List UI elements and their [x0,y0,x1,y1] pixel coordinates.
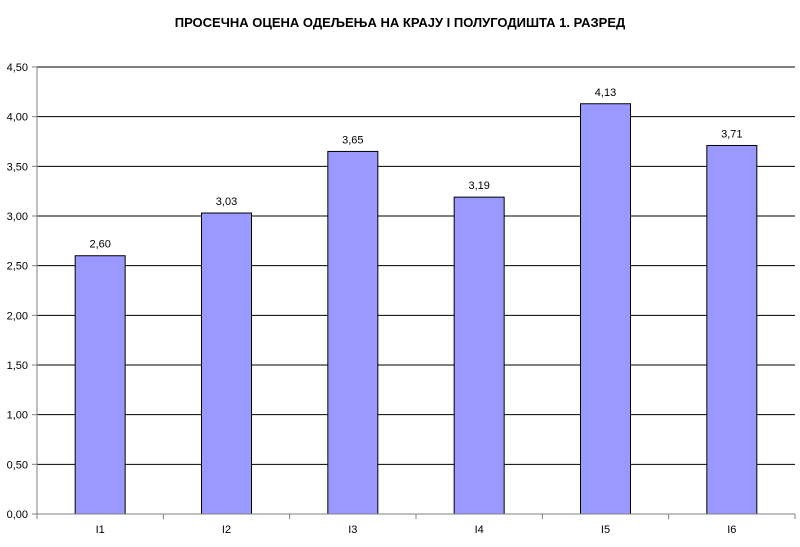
gridlines [37,66,795,465]
bar-i6 [706,144,758,515]
chart-title: ПРОСЕЧНА ОЦЕНА ОДЕЉЕЊА НА КРАЈУ I ПОЛУГО… [175,15,626,30]
y-tick-label: 0,50 [7,459,28,471]
y-tick-label: 2,00 [7,310,28,322]
x-tick-label-i5: I5 [601,524,610,536]
y-tick-label: 2,50 [7,261,28,273]
y-axis-ticks: 0,00 0,50 1,00 1,50 2,00 2,50 3,00 3,50 4,00 4,50 [7,62,37,521]
y-tick-label: 3,50 [7,161,28,173]
x-tick-label-i2: I2 [222,524,231,536]
bars [74,103,758,515]
data-label-i2: 3,03 [216,196,237,208]
bar-i3 [327,150,379,515]
x-axis-ticks: I1 I2 I3 I4 I5 I6 [36,514,796,536]
data-label-i4: 3,19 [468,180,489,192]
x-tick-label-i6: I6 [727,524,736,536]
y-tick-label: 0,00 [7,509,28,521]
y-tick-label: 3,00 [7,211,28,223]
axes [36,67,795,515]
data-label-i1: 2,60 [89,239,110,251]
data-labels: 2,60 3,03 3,65 3,19 4,13 3,71 [89,87,742,251]
y-tick-label: 4,50 [7,62,28,74]
bar-i5 [580,103,631,515]
bar-i2 [201,212,252,515]
data-label-i6: 3,71 [721,128,742,140]
y-tick-label: 1,00 [7,410,28,422]
y-tick-label: 1,50 [7,360,28,372]
data-label-i3: 3,65 [342,134,363,146]
x-tick-label-i3: I3 [348,524,357,536]
bar-i1 [74,255,126,515]
y-tick-label: 4,00 [7,112,28,124]
bar-i4 [453,196,505,515]
x-tick-label-i1: I1 [96,524,105,536]
data-label-i5: 4,13 [595,87,616,99]
x-tick-label-i4: I4 [475,524,484,536]
